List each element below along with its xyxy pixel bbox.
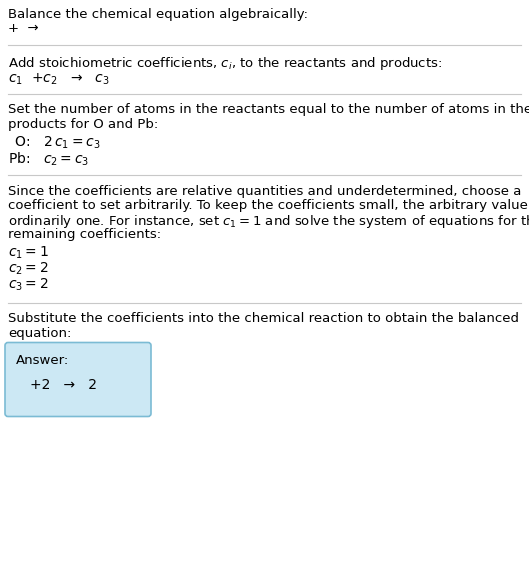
Text: Add stoichiometric coefficients, $c_i$, to the reactants and products:: Add stoichiometric coefficients, $c_i$, …: [8, 55, 442, 72]
FancyBboxPatch shape: [5, 342, 151, 417]
Text: Pb:   $c_2 = c_3$: Pb: $c_2 = c_3$: [8, 150, 89, 168]
Text: $c_3 = 2$: $c_3 = 2$: [8, 276, 49, 293]
Text: O:   $2\,c_1 = c_3$: O: $2\,c_1 = c_3$: [10, 135, 101, 151]
Text: equation:: equation:: [8, 327, 71, 340]
Text: ordinarily one. For instance, set $c_1 = 1$ and solve the system of equations fo: ordinarily one. For instance, set $c_1 =…: [8, 213, 529, 230]
Text: coefficient to set arbitrarily. To keep the coefficients small, the arbitrary va: coefficient to set arbitrarily. To keep …: [8, 199, 529, 212]
Text: +  →: + →: [8, 23, 39, 35]
Text: remaining coefficients:: remaining coefficients:: [8, 228, 161, 241]
Text: Answer:: Answer:: [16, 354, 69, 367]
Text: products for O and Pb:: products for O and Pb:: [8, 118, 158, 131]
Text: Set the number of atoms in the reactants equal to the number of atoms in the: Set the number of atoms in the reactants…: [8, 104, 529, 117]
Text: +2   →   2: +2 → 2: [30, 378, 97, 392]
Text: $c_1$  +$c_2$   →   $c_3$: $c_1$ +$c_2$ → $c_3$: [8, 72, 110, 87]
Text: Balance the chemical equation algebraically:: Balance the chemical equation algebraica…: [8, 8, 308, 21]
Text: $c_2 = 2$: $c_2 = 2$: [8, 261, 49, 277]
Text: $c_1 = 1$: $c_1 = 1$: [8, 244, 49, 261]
Text: Since the coefficients are relative quantities and underdetermined, choose a: Since the coefficients are relative quan…: [8, 185, 522, 198]
Text: Substitute the coefficients into the chemical reaction to obtain the balanced: Substitute the coefficients into the che…: [8, 312, 519, 325]
